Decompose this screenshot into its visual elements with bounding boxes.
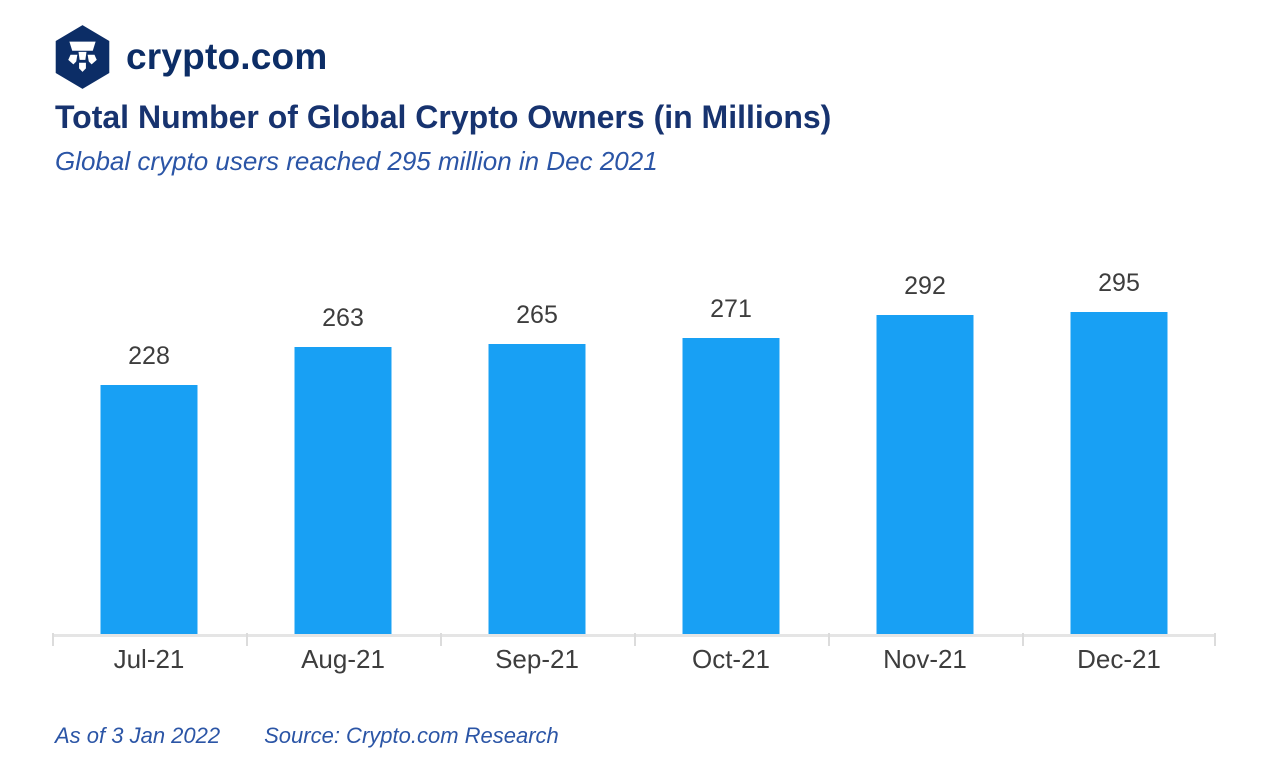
bar-value-label: 263 (322, 304, 364, 332)
chart-subtitle: Global crypto users reached 295 million … (55, 146, 658, 176)
axis-tick (246, 633, 248, 646)
bar-chart: 228 263 265 271 292 295 Jul-21 Aug-21 Sep-21 Oct… (52, 237, 1216, 675)
chart-title: Total Number of Global Crypto Owners (in… (55, 99, 832, 135)
bar-value-label: 265 (516, 301, 558, 329)
footnotes: As of 3 Jan 2022 Source: Crypto.com Rese… (55, 723, 559, 749)
bar-value-label: 271 (710, 295, 752, 323)
x-axis-label: Sep-21 (495, 644, 579, 674)
bar-slot: 295 (1022, 237, 1216, 634)
x-axis-label: Dec-21 (1077, 644, 1161, 674)
bar-jul-21 (100, 385, 198, 634)
bar-dec-21 (1070, 312, 1168, 634)
axis-tick (52, 633, 54, 646)
axis-tick (1022, 633, 1024, 646)
x-axis-label: Jul-21 (113, 644, 185, 674)
bar-value-label: 292 (904, 272, 946, 300)
bar-slot: 292 (828, 237, 1022, 634)
source-label: Source: Crypto.com Research (264, 723, 559, 748)
bar-value-label: 228 (128, 342, 170, 370)
crypto-com-shield-icon (54, 25, 111, 89)
x-axis-label: Nov-21 (883, 644, 967, 674)
bar-nov-21 (876, 315, 974, 634)
x-axis-labels: Jul-21 Aug-21 Sep-21 Oct-21 Nov-21 Dec-21 (52, 644, 1216, 675)
bar-slot: 263 (246, 237, 440, 634)
x-axis-ticks (52, 633, 1216, 647)
axis-tick (828, 633, 830, 646)
plot-area: 228 263 265 271 292 295 (52, 237, 1216, 646)
x-axis-label: Oct-21 (691, 644, 771, 674)
as-of-label: As of 3 Jan 2022 (55, 723, 221, 748)
bar-aug-21 (294, 347, 392, 634)
axis-tick (440, 633, 442, 646)
bar-slot: 228 (52, 237, 246, 634)
crypto-com-logo: crypto.com (54, 25, 327, 89)
x-axis-label: Aug-21 (301, 644, 385, 674)
bar-sep-21 (488, 344, 586, 634)
logo-text: crypto.com (126, 36, 328, 77)
axis-tick (1214, 633, 1216, 646)
bar-oct-21 (682, 338, 780, 634)
bar-slot: 271 (634, 237, 828, 634)
bar-value-label: 295 (1098, 269, 1140, 297)
axis-tick (634, 633, 636, 646)
bar-slot: 265 (440, 237, 634, 634)
